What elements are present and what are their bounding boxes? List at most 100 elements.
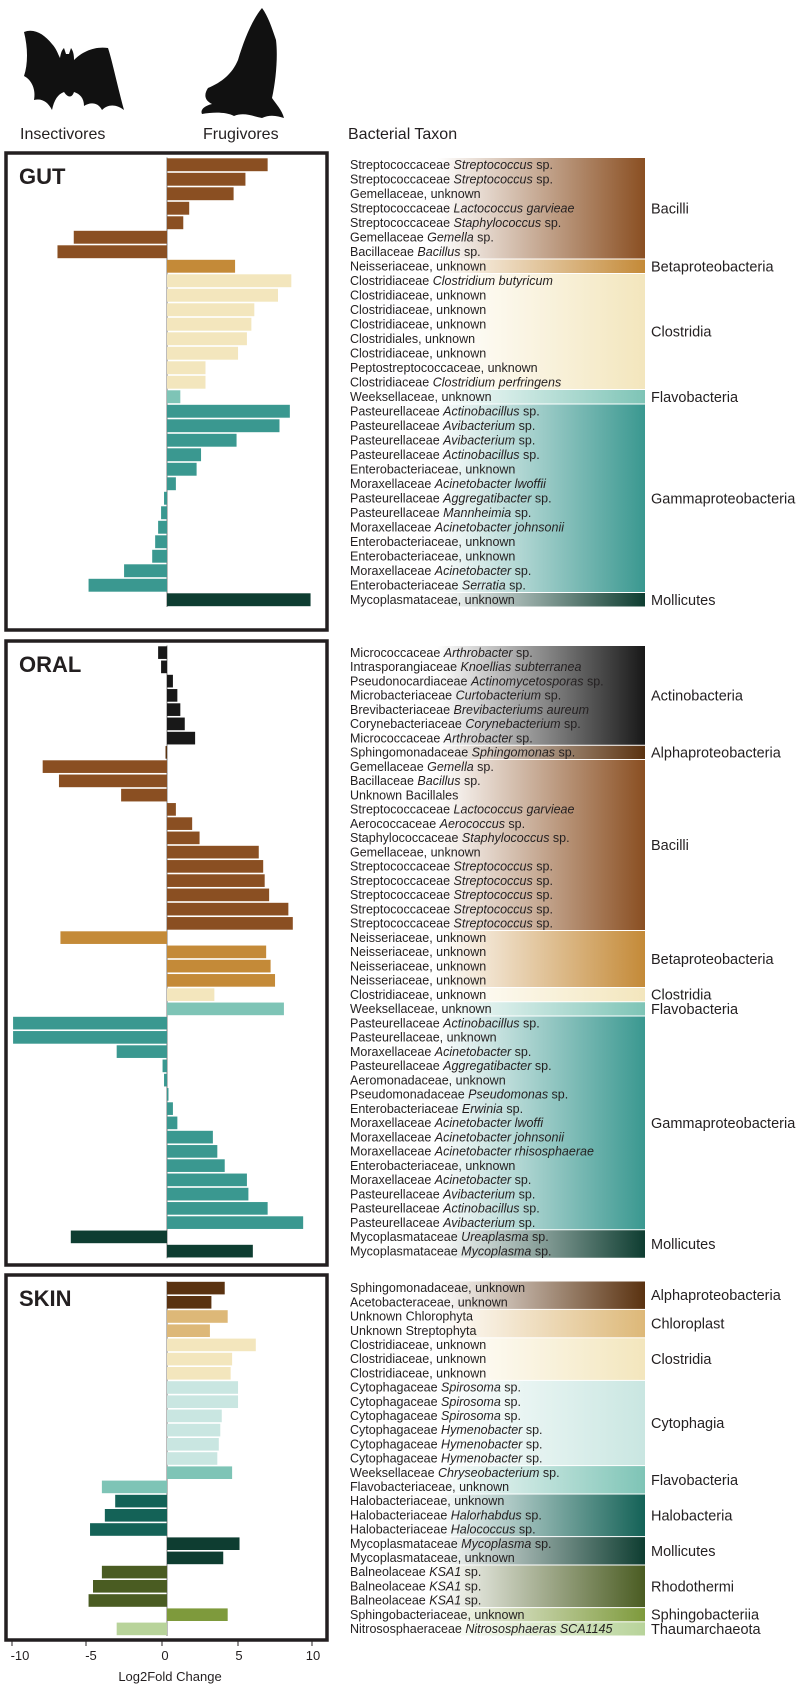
insectivores-header: Insectivores (20, 126, 105, 143)
taxon-label: Halobacteriaceae Halococcus sp. (350, 1523, 536, 1537)
bar (162, 1059, 167, 1073)
taxon-label: Pasteurellaceae Actinobacillus sp. (350, 1016, 540, 1030)
bar (158, 646, 167, 659)
class-label-bacilli: Bacilli (651, 201, 689, 217)
bar (42, 760, 167, 773)
bar (13, 1016, 167, 1030)
bar (167, 303, 255, 317)
taxon-label: Moraxellaceae Acinetobacter lwoffii (350, 477, 547, 491)
taxon-label: Streptococcaceae Streptococcus sp. (350, 888, 553, 902)
taxon-label: Microbacteriaceae Curtobacterium sp. (350, 689, 561, 703)
bar (167, 674, 173, 688)
bar (167, 1281, 225, 1295)
x-axis-label: Log2Fold Change (118, 1669, 221, 1684)
x-tick-label: -10 (11, 1648, 30, 1663)
taxon-label: Streptococcaceae Streptococcus sp. (350, 158, 553, 172)
class-band-mollicutes (349, 593, 645, 607)
bar (73, 230, 167, 244)
taxon-label: Mycoplasmataceae Ureaplasma sp. (350, 1230, 549, 1244)
taxon-label: Staphylococcaceae Staphylococcus sp. (350, 831, 570, 845)
taxon-label: Brevibacteriaceae Brevibacteriums aureum (350, 703, 589, 717)
class-label-clostridia: Clostridia (651, 1352, 712, 1368)
class-band-clostridia (349, 274, 645, 389)
bar (167, 1202, 268, 1215)
bar (88, 1594, 167, 1607)
bar (167, 1116, 178, 1130)
bar (167, 187, 234, 201)
class-label-thaumarchaeota: Thaumarchaeota (651, 1622, 762, 1638)
bar (167, 317, 252, 331)
bar (116, 1045, 167, 1058)
bar (155, 535, 167, 549)
taxon-label: Streptococcaceae Lactococcus garvieae (350, 202, 574, 216)
taxon-label: Gemellaceae Gemella sp. (350, 231, 494, 245)
panel-oral: ORAL Actinobacteria Alphaproteobacteria Bac… (4, 639, 796, 1267)
bar (167, 1409, 222, 1423)
bar (101, 1565, 167, 1579)
bar (167, 717, 185, 731)
bar (167, 462, 197, 476)
taxon-label: Pasteurellaceae Aggregatibacter sp. (350, 492, 552, 506)
class-label-mollicutes: Mollicutes (651, 1237, 715, 1253)
class-label-chloroplast: Chloroplast (651, 1317, 724, 1333)
taxon-label: Cytophagaceae Hymenobacter sp. (350, 1437, 543, 1451)
bar (167, 902, 289, 916)
taxon-label: Mycoplasmataceae, unknown (350, 1551, 515, 1565)
class-band-mollicutes (349, 1537, 645, 1565)
taxon-label: Weeksellaceae, unknown (350, 1002, 492, 1016)
bar (167, 1216, 304, 1229)
taxon-label: Bacillaceae Bacillus sp. (350, 774, 481, 788)
bar (101, 1480, 167, 1494)
bar (90, 1523, 167, 1536)
bar (167, 1187, 249, 1201)
taxon-label: Pseudomonadaceae Pseudomonas sp. (350, 1088, 568, 1102)
bar (167, 332, 247, 346)
bar (167, 216, 184, 230)
taxon-label: Cytophagaceae Spirosoma sp. (350, 1381, 521, 1395)
x-tick-label: -5 (85, 1648, 97, 1663)
bar (167, 158, 268, 172)
class-band-mollicutes (349, 1230, 645, 1258)
bar (152, 549, 167, 563)
taxon-label: Mycoplasmataceae, unknown (350, 593, 515, 607)
class-label-halobacteria: Halobacteria (651, 1508, 733, 1524)
panel-title: GUT (19, 164, 66, 189)
taxon-label: Clostridiaceae, unknown (350, 347, 486, 361)
class-band-clostridia (349, 988, 645, 1002)
bar (167, 917, 293, 930)
x-tick-label: 0 (161, 1648, 168, 1663)
bar (167, 201, 190, 215)
bar (70, 1230, 167, 1244)
class-band-flavobacteria (349, 390, 645, 404)
class-band-flavobacteria (349, 1466, 645, 1494)
bar (167, 1130, 213, 1144)
bar (104, 1509, 167, 1522)
taxon-label: Clostridiaceae, unknown (350, 988, 486, 1002)
bar (167, 945, 267, 959)
bar (58, 774, 167, 788)
taxon-label: Pseudonocardiaceae Actinomycetosporas sp… (350, 674, 604, 688)
bar (167, 1102, 173, 1115)
bar (167, 433, 237, 447)
taxon-label: Flavobacteriaceae, unknown (350, 1480, 509, 1494)
frugivore-bat-icon (201, 8, 284, 118)
taxon-label: Moraxellaceae Acinetobacter lwoffi (350, 1116, 544, 1130)
class-label-flavobacteria: Flavobacteria (651, 1002, 739, 1018)
bar (167, 390, 181, 404)
class-label-clostridia: Clostridia (651, 988, 712, 1004)
bar (167, 1159, 225, 1172)
taxon-label: Enterobacteriaceae, unknown (350, 550, 515, 564)
taxon-label: Pasteurellaceae Avibacterium sp. (350, 1187, 535, 1201)
bar (93, 1580, 167, 1593)
panel-title: SKIN (19, 1286, 72, 1311)
taxon-label: Clostridiaceae Clostridium perfringens (350, 376, 561, 390)
taxon-label: Neisseriaceae, unknown (350, 959, 486, 973)
bar (167, 448, 202, 462)
panel-gut: GUT Bacilli Betaproteobacteria Clostridia Fl… (4, 151, 796, 632)
class-band-thaumarchaeota (349, 1622, 645, 1636)
taxon-label: Bacillaceae Bacillus sp. (350, 245, 481, 259)
taxon-label: Clostridiales, unknown (350, 332, 475, 346)
taxon-label: Clostridiaceae Clostridium butyricum (350, 274, 553, 288)
bar (167, 1438, 219, 1451)
bar (167, 1608, 228, 1621)
